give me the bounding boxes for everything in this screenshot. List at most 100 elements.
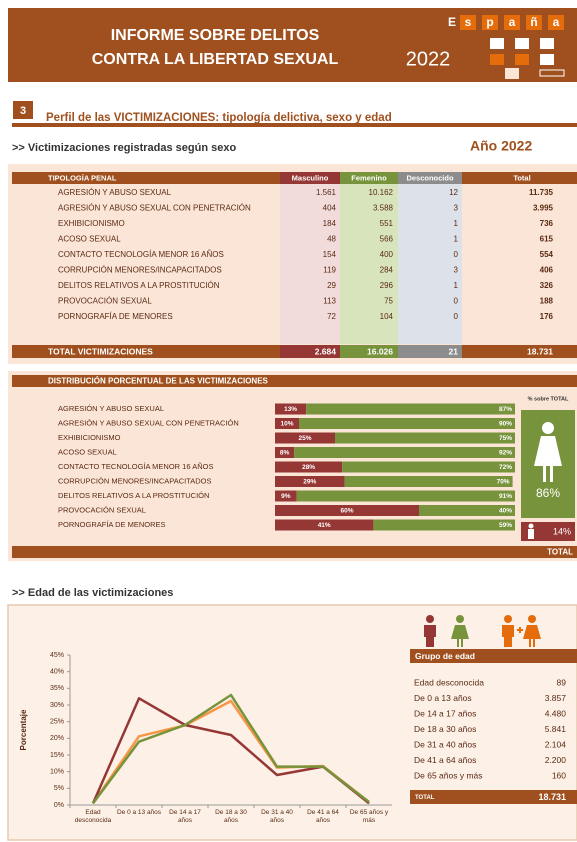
bar-segment: [275, 519, 374, 531]
bar-segment: [275, 490, 297, 502]
logo-square: [505, 68, 519, 79]
total-cell: [280, 345, 340, 358]
table-cell: 736: [540, 219, 554, 228]
row-label: CORRUPCIÓN MENORES/INCAPACITADOS: [58, 266, 222, 275]
bar-segment: [419, 505, 515, 516]
person-icon: [523, 625, 541, 647]
x-tick-label-box: De 31 a 40 años: [261, 809, 293, 824]
logo-letter: a: [509, 15, 516, 29]
table-cell: 0: [454, 312, 459, 321]
table-cell: 3: [454, 204, 459, 213]
age-group: Edad desconocida: [414, 677, 484, 687]
age-group: De 41 a 64 años: [414, 755, 476, 765]
logo-box: [526, 15, 542, 30]
age-count: 89: [557, 677, 567, 687]
age-group: De 14 a 17 años: [414, 708, 476, 718]
logo-letter: a: [553, 15, 560, 29]
person-icon: [504, 615, 512, 623]
logo-letter: E: [448, 15, 456, 29]
total-cell: [398, 345, 462, 358]
header-title: CONTRA LA LIBERTAD SEXUAL: [92, 51, 339, 68]
table-cell: 154: [323, 250, 337, 259]
column-header-cell: [280, 172, 340, 184]
x-tick-label: De 31 a 40 años: [261, 809, 293, 824]
bar-segment: [342, 461, 515, 473]
table-cell: 113: [323, 297, 336, 306]
row-label: DELITOS RELATIVOS A LA PROSTITUCIÓN: [58, 281, 220, 290]
row-label: AGRESIÓN Y ABUSO SEXUAL CON PENETRACIÓN: [58, 204, 251, 213]
table-cell: 3: [454, 266, 459, 275]
table-cell: 1: [454, 235, 459, 244]
bar-value-label: 90%: [499, 421, 512, 428]
section-title: Perfil de las VICTIMIZACIONES: tipología…: [46, 112, 392, 124]
person-icon: [426, 615, 434, 623]
bar-value-label: 92%: [499, 450, 512, 457]
logo-square: [515, 38, 529, 49]
logo-box: [548, 15, 564, 30]
female-share: 86%: [536, 486, 560, 500]
table-cell: 1.561: [316, 188, 337, 197]
age-count: 5.841: [545, 724, 567, 734]
table-cell: 551: [380, 219, 394, 228]
table-cell: 188: [540, 297, 554, 306]
male-share-box: [521, 522, 575, 541]
logo-box: [482, 15, 498, 30]
row-label: AGRESIÓN Y ABUSO SEXUAL: [58, 188, 172, 197]
logo-box: [504, 15, 520, 30]
column-shade: [398, 184, 462, 344]
table-cell: 75: [384, 297, 393, 306]
age-group: De 18 a 30 años: [414, 724, 476, 734]
table-cell: 48: [327, 235, 336, 244]
section-rule: [12, 123, 577, 127]
table-cell: 554: [540, 250, 554, 259]
header-year: 2022: [406, 48, 451, 70]
table-cell: 1: [454, 281, 459, 290]
table-cell: 0: [454, 297, 459, 306]
bar-value-label: 25%: [298, 435, 311, 442]
table-cell: 176: [540, 312, 554, 321]
bar-category: PROVOCACIÓN SEXUAL: [58, 505, 146, 514]
age-title: >> Edad de las victimizaciones: [12, 587, 173, 599]
y-tick-label: 10%: [50, 769, 64, 776]
age-count: 4.480: [545, 708, 567, 718]
x-tick-label-box: De 14 a 17 años: [169, 809, 201, 824]
bar-segment: [275, 461, 343, 473]
line-series: [91, 693, 370, 805]
total-cell-text: 16.026: [367, 346, 393, 356]
logo-square: [490, 54, 504, 65]
bar-category: EXHIBICIONISMO: [58, 433, 121, 442]
table-subtitle: >> Victimizaciones registradas según sex…: [12, 142, 236, 154]
table-cell: 11.735: [529, 188, 554, 197]
table-cell: 72: [327, 312, 336, 321]
bar-segment: [296, 490, 515, 502]
row-label: EXHIBICIONISMO: [58, 219, 125, 228]
table-cell: 296: [380, 281, 394, 290]
y-tick-label: 30%: [50, 702, 64, 709]
male-share: 14%: [553, 526, 571, 536]
y-tick-label: 20%: [50, 735, 64, 742]
bar-value-label: 41%: [318, 522, 331, 529]
person-icon: [456, 615, 464, 623]
section-number-box: [11, 99, 35, 121]
bar-category: AGRESIÓN Y ABUSO SEXUAL CON PENETRACIÓN: [58, 418, 239, 427]
table-cell: 12: [449, 188, 458, 197]
header-title: INFORME SOBRE DELITOS: [111, 27, 320, 44]
male-icon: [528, 523, 534, 529]
bar-segment: [275, 403, 307, 415]
table-cell: 566: [380, 235, 394, 244]
column-header: Total: [513, 173, 530, 182]
column-shade: [280, 184, 340, 344]
table-cell: 404: [323, 204, 337, 213]
bar-value-label: 59%: [499, 522, 512, 529]
bar-value-label: 8%: [280, 450, 290, 457]
bar-segment: [275, 447, 295, 458]
female-icon: [534, 436, 562, 482]
bar-category: PORNOGRAFÍA DE MENORES: [58, 520, 166, 529]
total-cell: [340, 345, 398, 358]
bar-value-label: 60%: [340, 508, 353, 515]
x-tick-label-box: De 18 a 30 años: [215, 809, 247, 824]
x-tick-label-box: De 41 a 64 años: [307, 809, 339, 824]
column-header-cell: [340, 172, 398, 184]
person-icon: [502, 625, 514, 647]
table-cell: 3.588: [373, 204, 394, 213]
